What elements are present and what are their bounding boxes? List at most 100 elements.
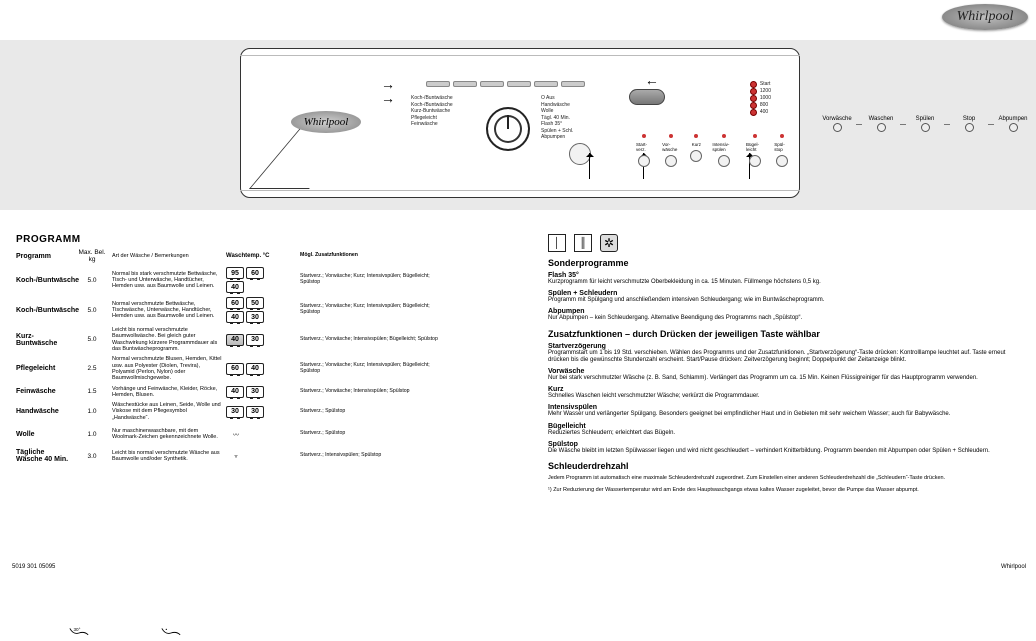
special-desc: Nur Abpumpen – kein Schleudergang. Alter… [548,315,1018,322]
program-temps: 60504030 [226,297,280,323]
option-prewash[interactable]: Vor-wäsche [662,134,680,167]
program-name: Wolle [16,431,72,438]
dial-labels-right: O Aus Handwäsche Wolle Tägl. 40 Min. Fla… [541,95,573,141]
option-short[interactable]: Kurz [690,134,702,167]
program-load: 5.0 [76,307,108,314]
program-load: 2.5 [76,365,108,372]
callout-arrow-1: → [381,77,395,91]
bucket-icon: ▿ [226,447,246,465]
program-opts: Startverz.; Vorwäsche; Intensivspülen; S… [300,389,450,395]
temp-badge: 95 [226,267,244,279]
special-name: Spülen + Schleudern [548,290,1018,297]
extra-name: Spülstop [548,441,1018,448]
no-tumble-dry-icon: ✲ [600,234,618,252]
col-head-opts: Mögl. Zusatzfunktionen [300,253,450,259]
temp-badge: 60 [246,267,264,279]
special-name: Abpumpen [548,308,1018,315]
spin-led-list: Start 1200 1000 800 400 [751,81,771,116]
extra-name: Bügelleicht [548,423,1018,430]
extras-column: │ ║ ✲ Sonderprogramme Flash 35°Kurzprogr… [548,234,1018,494]
program-name: Tägliche Wäsche 40 Min. [16,449,72,463]
program-load: 5.0 [76,277,108,284]
extra-name: Startverzögerung [548,343,1018,350]
spin-text: Jedem Programm ist automatisch eine maxi… [548,475,1018,482]
temp-badge: 60 [226,363,244,375]
program-dial[interactable] [486,107,530,151]
col-head-load: Max. Bel. kg [76,249,108,263]
program-load: 1.5 [76,388,108,395]
temp-badge: 40 [226,386,244,398]
program-desc: Wäschestücke aus Leinen, Seide, Wolle un… [112,402,222,421]
program-temps: 4030 [226,334,280,346]
line-dry-icon-1: │ [548,234,566,252]
brand-logo: Whirlpool [942,4,1028,30]
temp-badge: 50 [246,297,264,309]
temp-badge: 40 [226,281,244,293]
special-desc: Programm mit Spülgang und anschließendem… [548,297,1018,304]
callout-arrow-3: → [645,73,659,87]
line-dry-icon-2: ║ [574,234,592,252]
extra-name: Kurz [548,386,1018,393]
extra-desc: Mehr Wasser und verlängerter Spülgang. B… [548,411,1018,418]
option-rinse-hold[interactable]: Spül-stop [774,134,789,167]
sequence-indicator: Vorwäsche Waschen Spülen Stop Abpumpen [820,116,1030,132]
program-opts: Startverz.; Vorwäsche; Kurz; Intensivspü… [300,304,450,315]
temp-badge: 60 [226,297,244,309]
option-extra-rinse[interactable]: Intensiv-spülen [712,134,736,167]
option-delay[interactable]: Start-verz. [636,134,652,167]
program-load: 1.0 [76,408,108,415]
content-area: Programm Programm Max. Bel. kg Art der W… [0,222,1036,574]
program-column: Programm Programm Max. Bel. kg Art der W… [16,234,526,641]
svg-text:30°: 30° [74,627,81,632]
program-temps: 4030 [226,386,280,398]
extra-name: Vorwäsche [548,368,1018,375]
col-head-program: Programm [16,253,72,260]
program-opts: Startverz.; Spülstop [300,409,450,415]
page-id: 5019 301 05095 [12,564,55,570]
program-table: Programm Max. Bel. kg Art der Wäsche / B… [16,249,526,465]
program-opts: Startverz.; Spülstop [300,431,450,437]
extra-desc: Schnelles Waschen leicht verschmutzter W… [548,393,1018,400]
program-temps: 3030 [226,406,280,418]
svg-text:•: • [166,627,168,632]
program-name: Koch-/Buntwäsche [16,307,72,314]
control-panel: Whirlpool → → → Koch-/Buntwäsche Koch-/B… [240,48,800,198]
callout-arrow-up-1 [589,153,590,179]
extra-desc: Die Wäsche bleibt im letzten Spülwasser … [548,448,1018,455]
temp-badge: 40 [246,363,264,375]
program-name: Pflegeleicht [16,365,72,372]
program-name: Feinwäsche [16,388,72,395]
handwash-cold-icon: • [160,625,182,641]
lid-outline [249,129,359,189]
program-name: Handwäsche [16,408,72,415]
program-load: 1.0 [76,431,108,438]
program-name: Koch-/Buntwäsche [16,277,72,284]
spin-heading: Schleuderdrehzahl [548,461,1018,471]
temp-badge: 30 [226,406,244,418]
option-buttons-row: Start-verz. Vor-wäsche Kurz Intensiv-spü… [636,134,789,167]
program-heading: Programm [16,234,526,245]
temp-badge: 30 [246,406,264,418]
control-panel-strip: Whirlpool → → → Koch-/Buntwäsche Koch-/B… [0,40,1036,210]
program-desc: Normal bis stark verschmutzte Bettwäsche… [112,271,222,290]
temp-badge: 40 [226,311,244,323]
program-desc: Normal verschmutzte Blusen, Hemden, Kitt… [112,356,222,381]
program-opts: Startverz.; Vorwäsche; Intensivspülen; B… [300,337,450,343]
program-opts: Startverz.; Vorwäsche; Kurz; Intensivspü… [300,274,450,285]
extras-list: StartverzögerungProgrammstart um 1 bis 1… [548,343,1018,455]
status-bar [426,79,626,89]
col-head-desc: Art der Wäsche / Bemerkungen [112,253,222,259]
temp-badge: 40 [226,334,244,346]
dial-labels-left: Koch-/Buntwäsche Koch-/Buntwäsche Kurz-B… [411,95,453,128]
start-pause-button[interactable] [629,89,665,105]
program-load: 3.0 [76,453,108,460]
option-easy-iron[interactable]: Bügel-leicht [746,134,764,167]
extras-heading: Zusatzfunktionen – durch Drücken der jew… [548,329,1018,339]
swirl-icon: 〰 [226,425,246,443]
program-opts: Startverz.; Vorwäsche; Kurz; Intensivspü… [300,363,450,374]
program-desc: Vorhänge und Feinwäsche, Kleider, Röcke,… [112,386,222,399]
program-name: Kurz-Buntwäsche [16,333,72,347]
footer-brand: Whirlpool [1001,564,1026,570]
program-load: 5.0 [76,336,108,343]
extra-desc: Reduziertes Schleudern; erleichtert das … [548,430,1018,437]
